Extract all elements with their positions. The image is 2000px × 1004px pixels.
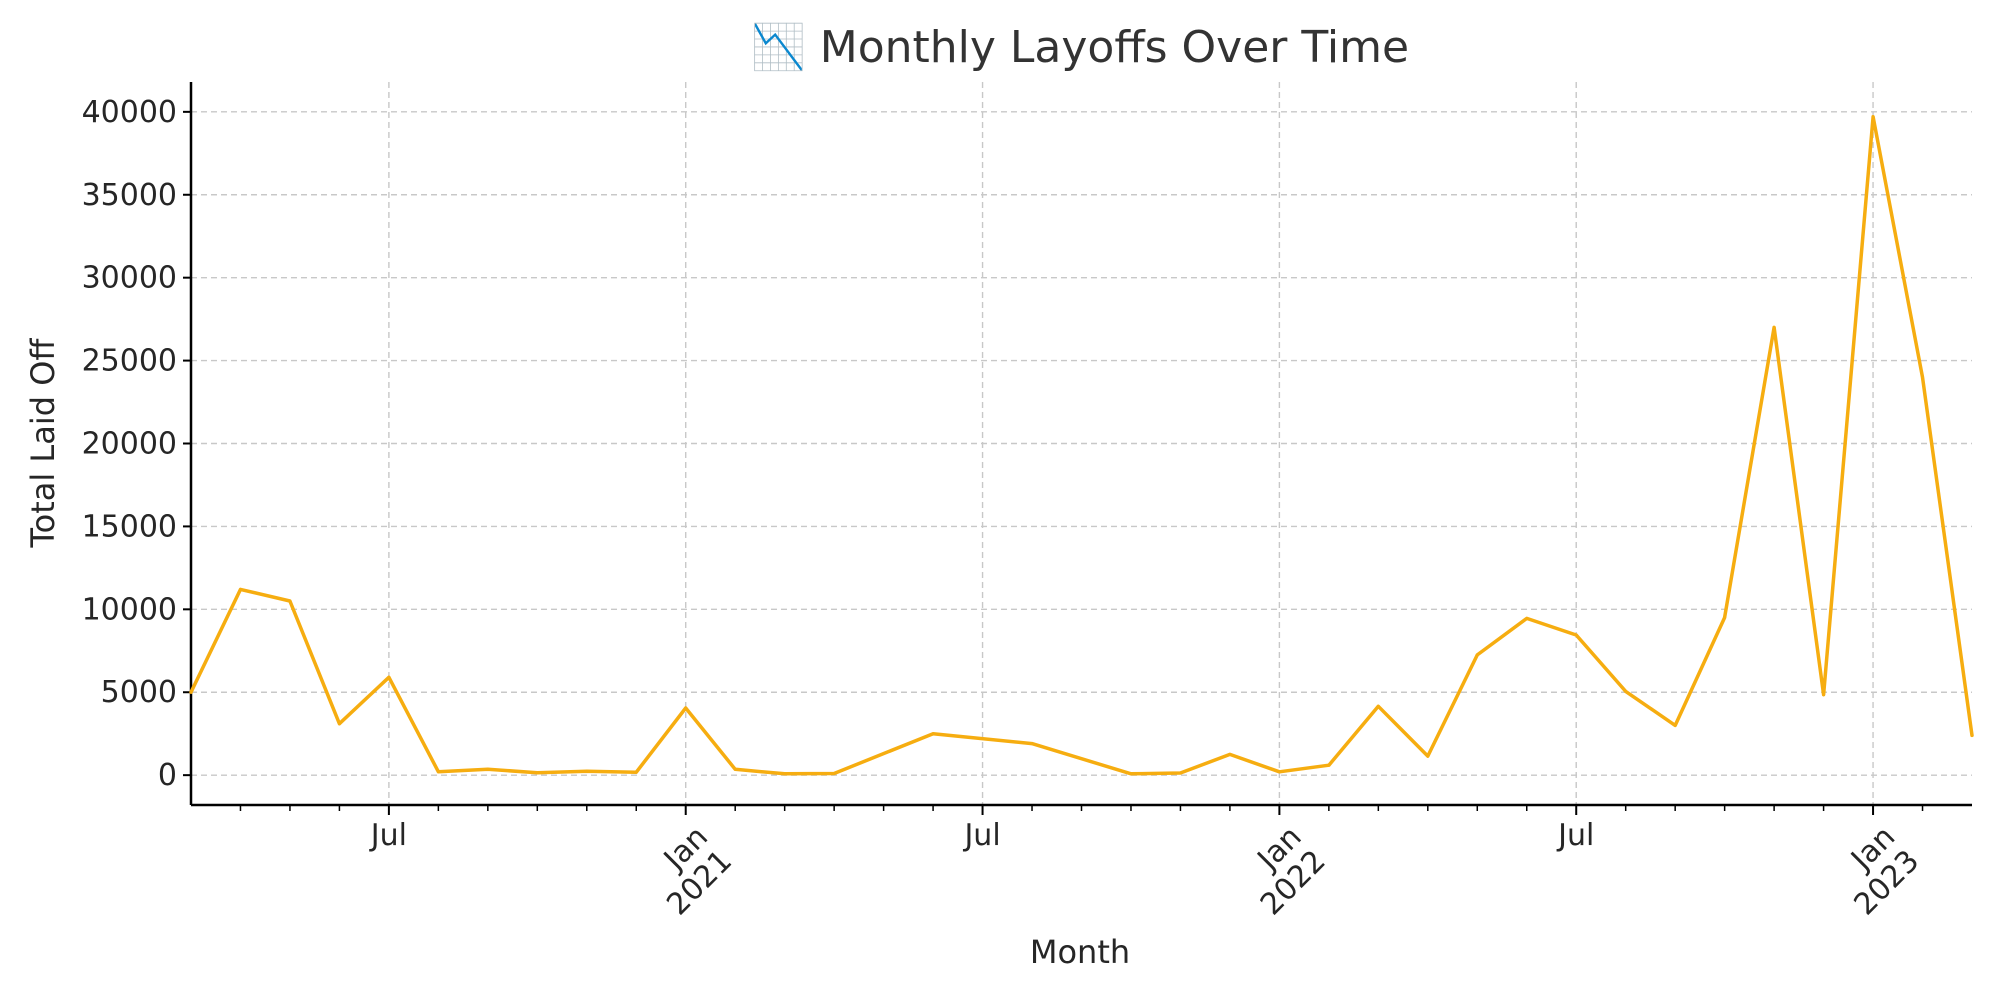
data-point xyxy=(783,772,787,776)
data-point xyxy=(1525,616,1529,620)
data-point xyxy=(1327,763,1331,767)
data-point xyxy=(1376,704,1380,708)
data-point xyxy=(239,587,242,591)
y-tick-label: 30000 xyxy=(82,261,177,296)
data-point xyxy=(931,732,935,736)
data-point xyxy=(1574,633,1578,637)
series-line xyxy=(189,115,1974,776)
series-layer xyxy=(189,115,1974,776)
x-axis-label: Month xyxy=(1030,933,1130,971)
x-tick-label: Jul xyxy=(369,818,407,853)
data-point xyxy=(1772,325,1776,329)
data-point xyxy=(1030,742,1034,746)
y-tick-label: 15000 xyxy=(82,509,177,544)
data-point xyxy=(1178,771,1182,775)
data-point xyxy=(1921,375,1924,379)
y-tick-label: 25000 xyxy=(82,344,177,379)
y-tick-label: 0 xyxy=(158,758,177,793)
data-point xyxy=(832,772,836,775)
data-point xyxy=(733,767,737,771)
data-point xyxy=(436,770,440,774)
y-tick-label: 20000 xyxy=(82,427,177,462)
y-tick-label: 40000 xyxy=(82,95,177,130)
y-tick-label: 35000 xyxy=(82,178,177,213)
tick-layer: 0 5000 10000 15000 20000 25000 30000 35000 40000… xyxy=(82,95,1927,922)
data-point xyxy=(1426,754,1430,758)
data-point xyxy=(387,675,391,679)
grid-layer xyxy=(191,82,1972,805)
x-tick-label: Jul xyxy=(962,818,1000,853)
data-point xyxy=(1129,772,1133,776)
data-point xyxy=(1277,770,1281,774)
data-point xyxy=(288,599,292,603)
data-point xyxy=(1970,733,1974,737)
data-point xyxy=(486,767,490,771)
chart-title: 📉 Monthly Layoffs Over Time xyxy=(751,22,1409,73)
data-point xyxy=(189,690,193,694)
data-point xyxy=(1228,752,1232,756)
data-point xyxy=(684,706,688,710)
y-axis-label: Total Laid Off xyxy=(24,338,62,549)
data-point xyxy=(585,769,589,773)
data-point xyxy=(1723,616,1727,620)
data-point xyxy=(1871,115,1875,119)
y-tick-label: 10000 xyxy=(82,592,177,627)
data-point xyxy=(1822,693,1826,697)
data-point xyxy=(1624,689,1628,693)
data-point xyxy=(1673,723,1677,727)
x-tick-label: Jul xyxy=(1556,818,1594,853)
data-point xyxy=(634,770,638,774)
data-point xyxy=(535,771,539,775)
y-tick-label: 5000 xyxy=(101,675,177,710)
data-point xyxy=(1475,653,1479,657)
data-point xyxy=(337,722,341,726)
